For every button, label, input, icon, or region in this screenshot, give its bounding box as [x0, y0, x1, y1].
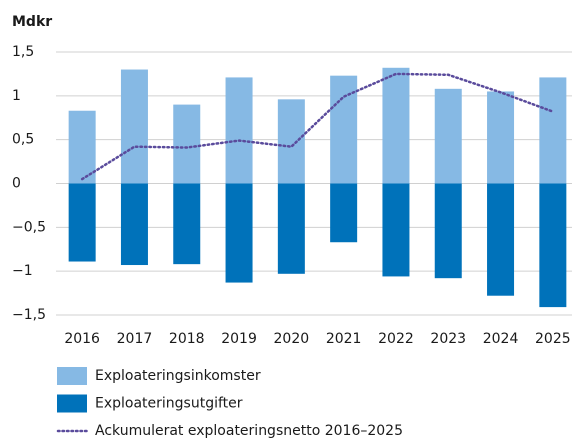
x-tick-label: 2022 [378, 331, 414, 347]
bar [382, 183, 410, 277]
y-tick-label: −1 [12, 263, 33, 279]
x-tick-label: 2018 [169, 331, 205, 347]
x-tick-label: 2019 [221, 331, 257, 347]
bar [487, 183, 515, 296]
x-tick-label: 2025 [535, 331, 571, 347]
bar [120, 183, 148, 266]
legend-label: Ackumulerat exploateringsnetto 2016–2025 [95, 423, 403, 439]
bar [434, 183, 462, 279]
bar [277, 99, 305, 184]
y-tick-label: 0,5 [12, 132, 34, 148]
x-tick-label: 2021 [326, 331, 362, 347]
legend-swatch [57, 394, 87, 413]
y-tick-label: −1,5 [12, 307, 46, 323]
bar [68, 183, 96, 262]
x-tick-label: 2024 [483, 331, 519, 347]
x-tick-label: 2020 [274, 331, 310, 347]
x-tick-label: 2017 [117, 331, 153, 347]
legend-label: Exploateringsinkomster [95, 368, 261, 384]
y-tick-label: 1 [12, 88, 21, 104]
bar [382, 67, 410, 184]
legend-swatch [57, 367, 87, 385]
bar [120, 69, 148, 184]
x-tick-label: 2023 [430, 331, 466, 347]
legend-label: Exploateringsutgifter [95, 396, 243, 412]
bar [173, 183, 201, 265]
bar [225, 77, 253, 184]
line [80, 72, 555, 181]
x-tick-label: 2016 [64, 331, 100, 347]
bar [539, 77, 567, 184]
bar [173, 104, 201, 184]
bar [68, 110, 96, 184]
bar [225, 183, 253, 283]
y-tick-label: 1,5 [12, 44, 34, 60]
y-axis-label: Mdkr [12, 14, 52, 30]
bar [330, 183, 358, 243]
y-tick-label: 0 [12, 176, 21, 192]
y-tick-label: −0,5 [12, 219, 46, 235]
bar [539, 183, 567, 308]
bar [487, 91, 515, 184]
bar [434, 88, 462, 184]
bar [277, 183, 305, 274]
